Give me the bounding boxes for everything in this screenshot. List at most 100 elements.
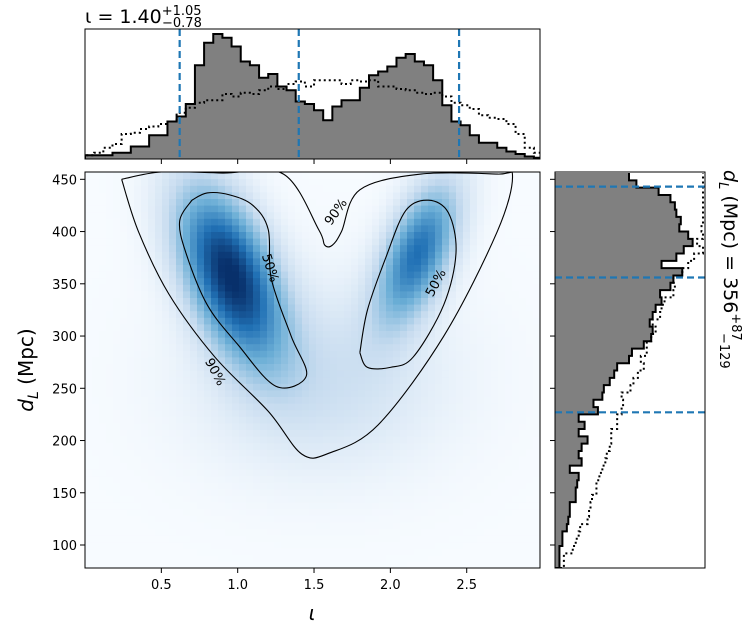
heatmap-cell xyxy=(246,238,254,246)
heatmap-cell xyxy=(246,416,254,424)
heatmap-cell xyxy=(239,323,247,331)
heatmap-cell xyxy=(106,528,114,536)
heatmap-cell xyxy=(197,290,205,298)
heatmap-cell xyxy=(190,264,198,272)
heatmap-cell xyxy=(442,541,450,549)
heatmap-cell xyxy=(526,502,534,510)
heatmap-cell xyxy=(113,429,121,437)
heatmap-cell xyxy=(470,257,478,265)
heatmap-cell xyxy=(169,403,177,411)
heatmap-cell xyxy=(246,363,254,371)
heatmap-cell xyxy=(232,442,240,450)
heatmap-cell xyxy=(295,535,303,543)
heatmap-cell xyxy=(162,330,170,338)
heatmap-cell xyxy=(309,257,317,265)
heatmap-cell xyxy=(225,502,233,510)
heatmap-cell xyxy=(176,244,184,252)
heatmap-cell xyxy=(393,198,401,206)
heatmap-cell xyxy=(204,508,212,516)
heatmap-cell xyxy=(470,356,478,364)
heatmap-cell xyxy=(533,535,540,543)
heatmap-cell xyxy=(225,535,233,543)
heatmap-cell xyxy=(344,482,352,490)
heatmap-cell xyxy=(85,205,93,213)
heatmap-cell xyxy=(386,304,394,312)
heatmap-cell xyxy=(274,271,282,279)
heatmap-cell xyxy=(400,363,408,371)
heatmap-cell xyxy=(309,310,317,318)
heatmap-cell xyxy=(428,343,436,351)
heatmap-cell xyxy=(519,535,527,543)
heatmap-cell xyxy=(85,455,93,463)
heatmap-cell xyxy=(358,376,366,384)
heatmap-cell xyxy=(120,198,128,206)
heatmap-cell xyxy=(218,290,226,298)
heatmap-cell xyxy=(309,356,317,364)
heatmap-cell xyxy=(456,337,464,345)
heatmap-cell xyxy=(512,244,520,252)
heatmap-cell xyxy=(512,396,520,404)
heatmap-cell xyxy=(435,244,443,252)
heatmap-cell xyxy=(407,330,415,338)
heatmap-cell xyxy=(533,317,540,325)
heatmap-cell xyxy=(232,337,240,345)
heatmap-cell xyxy=(99,350,107,358)
heatmap-cell xyxy=(421,343,429,351)
heatmap-cell xyxy=(274,323,282,331)
heatmap-cell xyxy=(351,508,359,516)
heatmap-cell xyxy=(498,488,506,496)
heatmap-cell xyxy=(505,277,513,285)
heatmap-cell xyxy=(99,297,107,305)
heatmap-cell xyxy=(456,251,464,259)
heatmap-cell xyxy=(449,396,457,404)
heatmap-cell xyxy=(477,376,485,384)
heatmap-cell xyxy=(526,205,534,213)
heatmap-cell xyxy=(407,205,415,213)
heatmap-cell xyxy=(372,191,380,199)
heatmap-cell xyxy=(407,462,415,470)
heatmap-cell xyxy=(232,178,240,186)
heatmap-cell xyxy=(288,264,296,272)
heatmap-cell xyxy=(442,244,450,252)
heatmap-cell xyxy=(344,409,352,417)
heatmap-cell xyxy=(246,429,254,437)
heatmap-cell xyxy=(379,317,387,325)
heatmap-cell xyxy=(197,257,205,265)
heatmap-cell xyxy=(92,396,100,404)
heatmap-cell xyxy=(176,310,184,318)
heatmap-cell xyxy=(295,290,303,298)
heatmap-cell xyxy=(281,337,289,345)
heatmap-cell xyxy=(337,488,345,496)
heatmap-cell xyxy=(449,561,457,568)
heatmap-cell xyxy=(400,396,408,404)
heatmap-cell xyxy=(239,436,247,444)
heatmap-cell xyxy=(316,436,324,444)
heatmap-cell xyxy=(449,205,457,213)
heatmap-cell xyxy=(190,436,198,444)
heatmap-cell xyxy=(134,548,142,556)
heatmap-cell xyxy=(477,515,485,523)
heatmap-cell xyxy=(533,178,540,186)
heatmap-cell xyxy=(421,488,429,496)
heatmap-cell xyxy=(232,211,240,219)
heatmap-cell xyxy=(421,554,429,562)
heatmap-cell xyxy=(316,455,324,463)
heatmap-cell xyxy=(162,502,170,510)
heatmap-cell xyxy=(351,436,359,444)
top-title-sup: +1.05 xyxy=(162,4,202,19)
heatmap-cell xyxy=(344,376,352,384)
heatmap-cell xyxy=(491,429,499,437)
heatmap-cell xyxy=(127,403,135,411)
heatmap-cell xyxy=(379,528,387,536)
heatmap-cell xyxy=(428,495,436,503)
heatmap-cell xyxy=(435,185,443,193)
heatmap-cell xyxy=(512,508,520,516)
heatmap-cell xyxy=(512,304,520,312)
heatmap-cell xyxy=(113,396,121,404)
heatmap-cell xyxy=(295,455,303,463)
heatmap-cell xyxy=(169,389,177,397)
heatmap-cell xyxy=(302,495,310,503)
heatmap-cell xyxy=(183,304,191,312)
heatmap-cell xyxy=(148,185,156,193)
heatmap-cell xyxy=(99,449,107,457)
